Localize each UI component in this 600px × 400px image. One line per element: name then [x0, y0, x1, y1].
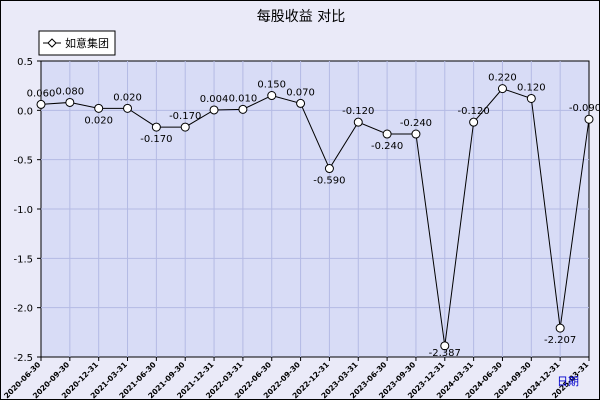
data-point — [94, 103, 104, 113]
data-label: -0.590 — [313, 176, 345, 187]
data-points — [36, 84, 594, 351]
data-point — [36, 99, 46, 109]
legend: 如意集团 — [38, 30, 116, 56]
data-label: 0.150 — [257, 80, 286, 91]
data-point — [238, 104, 248, 114]
data-point — [440, 341, 450, 351]
data-label: 0.020 — [84, 115, 113, 126]
series-line — [40, 88, 590, 346]
data-point — [209, 105, 219, 115]
data-point — [180, 122, 190, 132]
y-tick-label: -0.5 — [13, 156, 33, 167]
data-label: 0.010 — [229, 93, 258, 104]
x-axis-label: 日期 — [557, 375, 579, 388]
data-label: 0.080 — [56, 86, 85, 97]
data-point — [555, 323, 565, 333]
y-tick-label: -2.0 — [13, 304, 33, 315]
y-tick-label: -1.5 — [13, 254, 33, 265]
y-axis: 0.5 0.0 -0.5 -1.0 -1.5 -2.0 -2.5 — [13, 57, 41, 364]
y-tick-label: 0.5 — [17, 57, 33, 68]
y-tick-label: 0.0 — [17, 106, 33, 117]
legend-label: 如意集团 — [65, 36, 109, 50]
data-label: -0.120 — [342, 106, 374, 117]
data-point — [469, 117, 479, 127]
data-point — [497, 84, 507, 94]
data-label: -0.170 — [140, 134, 172, 145]
y-tick-label: -2.5 — [13, 353, 33, 364]
y-tick-label: -1.0 — [13, 205, 33, 216]
data-label: -0.120 — [458, 106, 490, 117]
data-label: -0.090 — [569, 103, 599, 114]
grid-lines — [41, 61, 589, 357]
data-point — [584, 114, 594, 124]
data-point — [353, 117, 363, 127]
data-label: -2.207 — [544, 335, 576, 346]
data-point — [382, 129, 392, 139]
data-label: -0.240 — [371, 141, 403, 152]
data-point — [296, 98, 306, 108]
data-point — [526, 93, 536, 103]
data-label: 0.070 — [286, 87, 315, 98]
data-label: -0.240 — [400, 118, 432, 129]
chart-title: 每股收益 对比 — [257, 9, 345, 25]
data-label: 0.220 — [488, 73, 517, 84]
data-label: 0.120 — [517, 82, 546, 93]
data-point — [267, 91, 277, 101]
data-point — [411, 129, 421, 139]
data-label: -2.387 — [429, 348, 461, 359]
legend-marker — [47, 38, 57, 48]
data-point — [65, 97, 75, 107]
data-point — [324, 164, 334, 174]
data-label: 0.004 — [200, 94, 229, 105]
x-axis: 2020-06-302020-09-302020-12-312021-03-31… — [2, 357, 590, 399]
data-label: -0.170 — [169, 111, 201, 122]
data-label: 0.060 — [27, 88, 56, 99]
data-label: 0.020 — [113, 92, 142, 103]
data-point — [151, 122, 161, 132]
data-point — [123, 103, 133, 113]
